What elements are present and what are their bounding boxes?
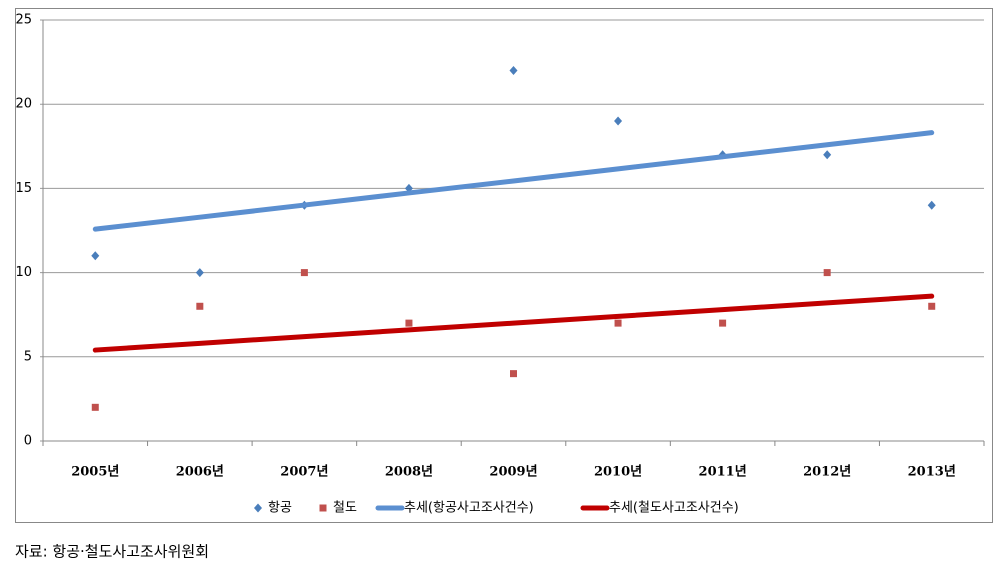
y-tick-label: 20 [15,97,32,112]
diamond-marker [91,251,100,261]
legend-label: 추세(철도사고조사건수) [609,501,739,516]
source-note: 자료: 항공·철도사고조사위원회 [15,543,209,561]
trend-line [92,130,935,232]
y-tick-label: 0 [24,434,32,449]
square-marker [614,319,622,327]
y-tick-label: 15 [15,181,32,196]
x-tick-label: 2010년 [594,465,642,480]
legend-swatch [319,504,327,512]
x-tick-label: 2008년 [385,465,433,480]
legend-label: 항공 [268,501,292,516]
y-tick-label: 10 [15,265,32,280]
square-marker [405,319,413,327]
legend-label: 철도 [333,501,357,516]
square-marker [823,269,831,277]
diamond-marker [195,268,204,278]
diamond-marker [509,66,518,76]
square-marker [196,302,204,310]
x-tick-label: 2005년 [71,465,119,480]
y-tick-label: 25 [15,13,32,28]
x-tick-label: 2013년 [908,465,956,480]
x-tick-label: 2006년 [176,465,224,480]
trend-line [92,293,935,353]
x-tick-label: 2009년 [489,465,537,480]
legend-swatch [254,503,262,513]
diamond-marker [614,116,623,126]
square-marker [91,403,99,411]
square-marker [719,319,727,327]
x-tick-label: 2011년 [699,465,747,480]
diamond-marker [823,150,832,160]
square-marker [928,302,936,310]
chart-frame [15,8,993,523]
diamond-marker [927,200,936,210]
y-tick-label: 5 [24,349,32,364]
square-marker [510,370,517,378]
square-marker [300,269,308,277]
legend-label: 추세(항공사고조사건수) [404,501,534,516]
x-tick-label: 2012년 [803,465,851,480]
x-tick-label: 2007년 [280,465,328,480]
